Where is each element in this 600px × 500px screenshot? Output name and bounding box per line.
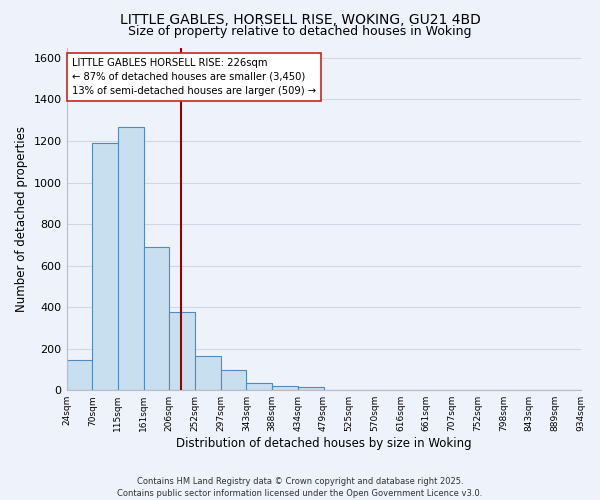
Bar: [143, 247, 169, 390]
Y-axis label: Number of detached properties: Number of detached properties: [15, 126, 28, 312]
Bar: [298, 387, 323, 390]
Bar: [67, 360, 92, 390]
Bar: [247, 383, 272, 390]
Bar: [169, 312, 195, 390]
Text: LITTLE GABLES HORSELL RISE: 226sqm
← 87% of detached houses are smaller (3,450)
: LITTLE GABLES HORSELL RISE: 226sqm ← 87%…: [71, 58, 316, 96]
Bar: [118, 128, 143, 390]
Bar: [221, 370, 247, 390]
Text: LITTLE GABLES, HORSELL RISE, WOKING, GU21 4BD: LITTLE GABLES, HORSELL RISE, WOKING, GU2…: [119, 12, 481, 26]
Bar: [92, 143, 118, 390]
Bar: [195, 356, 221, 390]
Text: Contains HM Land Registry data © Crown copyright and database right 2025.
Contai: Contains HM Land Registry data © Crown c…: [118, 476, 482, 498]
Text: Size of property relative to detached houses in Woking: Size of property relative to detached ho…: [128, 25, 472, 38]
X-axis label: Distribution of detached houses by size in Woking: Distribution of detached houses by size …: [176, 437, 472, 450]
Bar: [272, 386, 298, 390]
